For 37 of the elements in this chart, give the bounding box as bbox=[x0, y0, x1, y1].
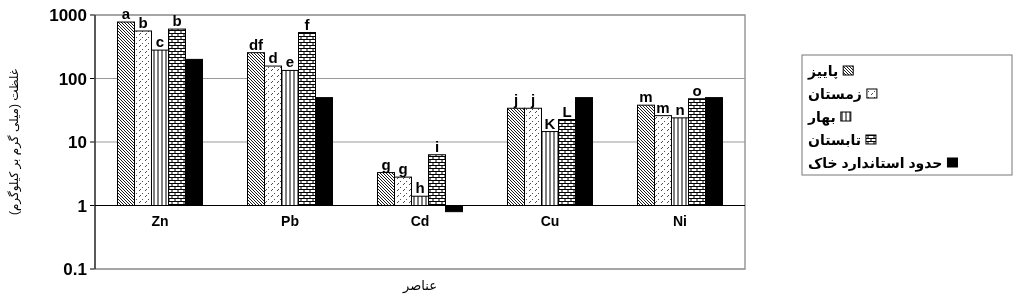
x-tick-label: Zn bbox=[151, 212, 169, 229]
data-label: m bbox=[656, 98, 670, 116]
data-label: j bbox=[529, 91, 536, 109]
data-label: i bbox=[434, 137, 440, 155]
x-tick-label: Cd bbox=[410, 212, 430, 229]
data-label: g bbox=[398, 160, 408, 178]
data-label: L bbox=[562, 102, 572, 120]
data-label: K bbox=[544, 114, 556, 132]
data-label: h bbox=[415, 179, 425, 197]
data-label: a bbox=[121, 5, 131, 23]
y-tick-label: 1000 bbox=[49, 6, 87, 25]
x-tick-label: Pb bbox=[281, 212, 299, 229]
data-label: g bbox=[381, 155, 391, 173]
data-label: d bbox=[268, 49, 278, 67]
data-label: df bbox=[248, 35, 265, 53]
legend-label: زمستان bbox=[808, 86, 862, 102]
legend-label: حدود استاندارد خاک bbox=[808, 155, 943, 172]
data-label: m bbox=[639, 88, 653, 106]
data-label: f bbox=[304, 15, 311, 33]
legend-label: تابستان bbox=[808, 132, 861, 148]
data-label: b bbox=[172, 12, 182, 30]
data-label: b bbox=[138, 13, 148, 31]
data-label: o bbox=[692, 81, 702, 99]
data-label: n bbox=[675, 100, 685, 118]
legend-label: پاییز bbox=[807, 63, 839, 80]
y-tick-label: 10 bbox=[68, 133, 87, 152]
x-axis-title: عناصر bbox=[402, 278, 437, 294]
data-label: e bbox=[285, 53, 295, 71]
x-tick-label: Ni bbox=[673, 212, 687, 229]
y-tick-label: 1 bbox=[77, 196, 87, 216]
legend-label: بهار bbox=[807, 109, 836, 126]
data-label: c bbox=[155, 33, 165, 51]
y-tick-label: 100 bbox=[58, 69, 87, 89]
y-axis-title: غلظت (میلی گرم بر کیلوگرم) bbox=[7, 68, 22, 216]
x-tick-label: Cu bbox=[540, 212, 560, 229]
data-label: j bbox=[512, 91, 519, 109]
y-tick-label: 0.1 bbox=[63, 260, 87, 279]
